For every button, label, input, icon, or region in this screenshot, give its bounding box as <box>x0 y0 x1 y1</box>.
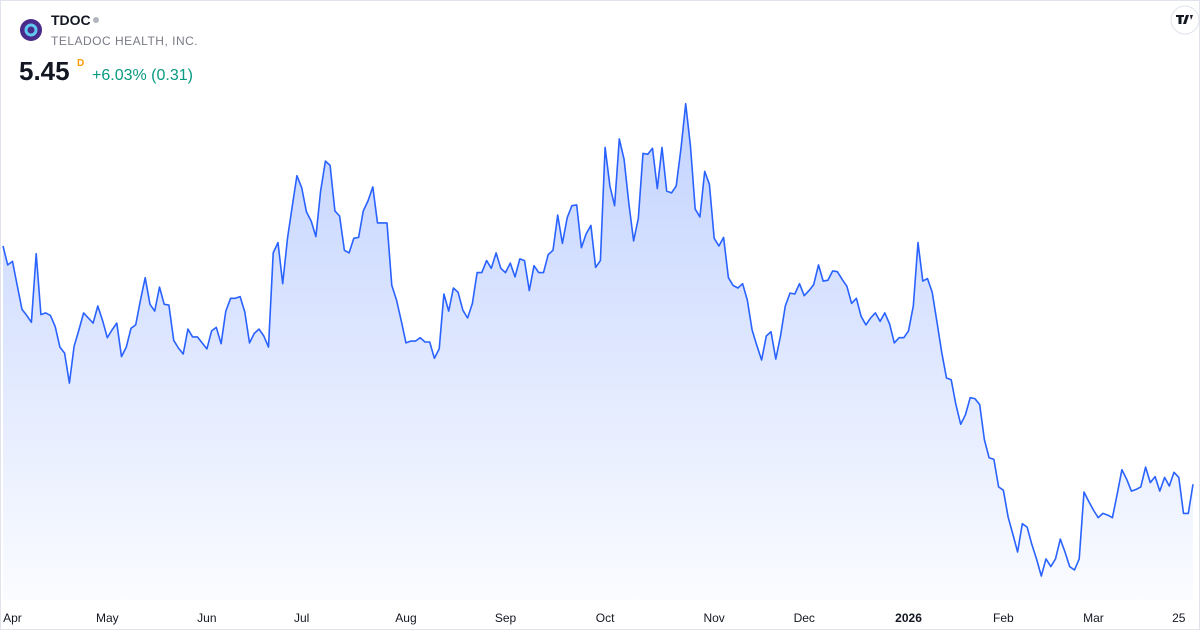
logo-ring <box>24 23 38 37</box>
x-tick-label: Oct <box>596 611 615 625</box>
x-tick-label: Sep <box>495 611 517 625</box>
x-tick-label: 25 <box>1172 611 1186 625</box>
price-line <box>2 102 1194 577</box>
x-tick-label: Feb <box>993 611 1014 625</box>
change: +6.03% (0.31) <box>92 67 193 84</box>
interval: D <box>77 58 84 69</box>
x-tick-label: 2026 <box>895 611 922 625</box>
x-tick-label: May <box>96 611 119 625</box>
status-dot <box>93 17 99 23</box>
price: 5.45 <box>19 56 70 86</box>
x-tick-label: Nov <box>703 611 724 625</box>
logo <box>20 19 42 41</box>
company-name: TELADOC HEALTH, INC. <box>51 34 198 48</box>
x-tick-label: Jun <box>197 611 216 625</box>
price-area <box>3 103 1193 600</box>
tv-logo[interactable] <box>1170 5 1200 35</box>
symbol: TDOC <box>51 12 91 28</box>
x-tick-label: Mar <box>1083 611 1104 625</box>
x-tick-label: Aug <box>395 611 416 625</box>
x-tick-label: Dec <box>794 611 815 625</box>
x-tick-label: Jul <box>294 611 309 625</box>
x-tick-label: Apr <box>3 611 22 625</box>
